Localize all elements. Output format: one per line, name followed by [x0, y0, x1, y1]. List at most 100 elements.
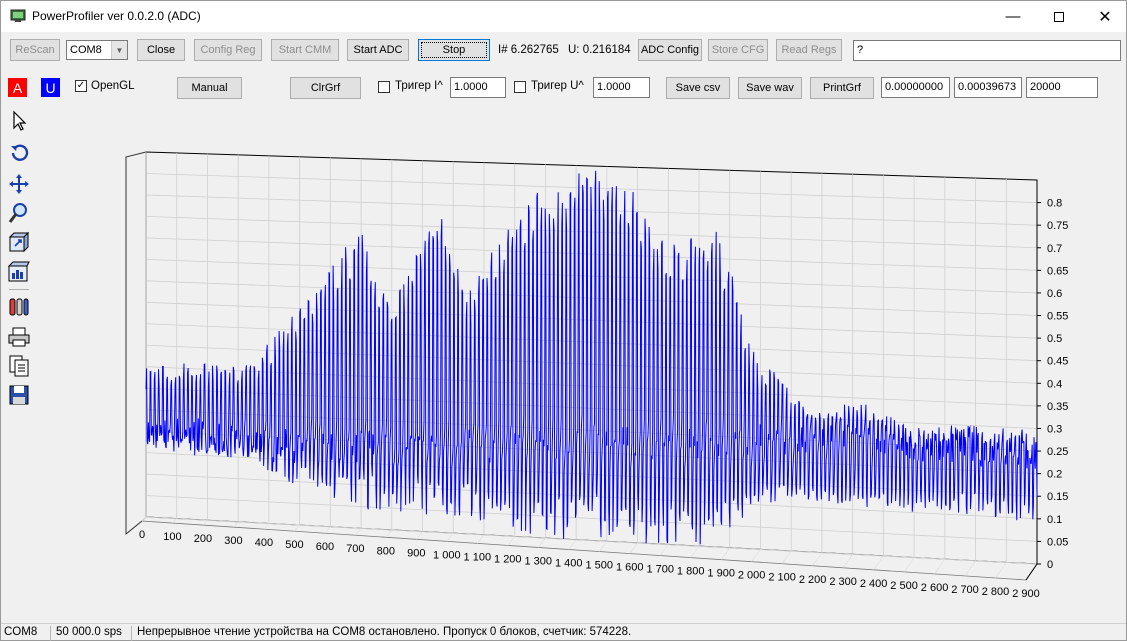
floor-grid-line [568, 539, 577, 550]
start-cmm-button[interactable]: Start CMM [271, 39, 339, 61]
close-port-button[interactable]: Close [137, 39, 185, 61]
manual-button[interactable]: Manual [177, 77, 242, 99]
x-tick-label: 2 400 [860, 578, 888, 590]
rescan-button[interactable]: ReScan [10, 39, 60, 61]
trigger-i-input[interactable]: 1.0000 [450, 77, 506, 98]
x-tick-label: 1 600 [616, 562, 644, 574]
x-tick-label: 900 [407, 547, 425, 559]
pointer-icon[interactable] [7, 109, 31, 133]
close-window-button[interactable]: ✕ [1082, 1, 1127, 32]
grid-line-y [145, 495, 1038, 542]
checkmark-icon: ✓ [76, 80, 86, 91]
floor-grid-line [842, 554, 853, 568]
floor-grid-line [873, 555, 884, 571]
edit-series-icon[interactable] [7, 295, 31, 319]
x-min-input[interactable]: 0.00000000 [881, 77, 950, 98]
trigger-i-checkbox[interactable] [378, 81, 390, 93]
print-icon[interactable] [7, 325, 31, 349]
y-tick-label: 0.55 [1047, 311, 1068, 323]
save-icon[interactable] [7, 383, 31, 407]
x-step-input[interactable]: 0.00039673 [954, 77, 1022, 98]
store-cfg-button[interactable]: Store CFG [708, 39, 768, 61]
start-adc-button[interactable]: Start ADC [347, 39, 409, 61]
grid-line-y [145, 516, 1038, 565]
x-tick-label: 1 200 [494, 553, 522, 565]
floor-grid-line [690, 545, 700, 558]
x-tick-label: 1 900 [707, 568, 735, 580]
y-tick-label: 0.1 [1047, 514, 1062, 526]
toolbar-separator [9, 289, 29, 290]
current-channel-toggle[interactable]: A [8, 78, 27, 97]
x-tick-label: 1 300 [525, 555, 553, 567]
adc-config-button[interactable]: ADC Config [638, 39, 702, 61]
stop-button[interactable]: Stop [418, 39, 490, 61]
y-tick-label: 0.35 [1047, 401, 1068, 413]
port-select[interactable]: COM8 ▼ [66, 40, 128, 60]
save-csv-button[interactable]: Save csv [666, 77, 730, 99]
x-tick-label: 2 800 [982, 586, 1010, 598]
x-tick-label: 200 [194, 533, 212, 545]
clrgrf-button[interactable]: ClrGrf [290, 77, 361, 99]
voltage-readout: U: 0.216184 [568, 44, 631, 56]
minimize-button[interactable]: — [990, 1, 1036, 32]
y-tick-label: 0.05 [1047, 536, 1068, 548]
maximize-icon [1054, 11, 1064, 22]
floor-grid-line [934, 558, 946, 575]
series-line-i [145, 170, 1038, 545]
trigger-u-checkbox[interactable] [514, 81, 526, 93]
trigger-u-label: Тригер U^ [531, 80, 584, 92]
y-tick-label: 0.8 [1047, 198, 1062, 210]
status-rate: 50 000.0 sps [53, 626, 132, 641]
save-wav-button[interactable]: Save wav [738, 77, 802, 99]
y-tick-label: 0 [1047, 559, 1053, 571]
opengl-checkbox[interactable]: ✓ [75, 80, 87, 92]
command-input[interactable]: ? [853, 40, 1121, 61]
x-tick-label: 0 [139, 529, 145, 541]
x-tick-label: 1 100 [464, 551, 492, 563]
floor-grid-line [538, 537, 546, 548]
view3d-icon[interactable] [7, 260, 31, 284]
title-bar: PowerProfiler ver 0.0.2.0 (ADC) — ✕ [1, 1, 1126, 32]
zoom-icon[interactable] [7, 201, 31, 225]
x-tick-label: 100 [163, 531, 181, 543]
move-icon[interactable] [7, 172, 31, 196]
floor-grid-line [141, 516, 147, 522]
chart-left-wall [125, 151, 147, 536]
read-regs-button[interactable]: Read Regs [776, 39, 842, 61]
y-tick-label: 0.25 [1047, 446, 1068, 458]
maximize-button[interactable] [1036, 1, 1082, 32]
config-reg-button[interactable]: Config Reg [194, 39, 262, 61]
x-tick-label: 1 000 [433, 549, 461, 561]
trigger-u-input[interactable]: 1.0000 [593, 77, 650, 98]
y-tick-label: 0.6 [1047, 288, 1062, 300]
print-grf-button[interactable]: PrintGrf [810, 77, 874, 99]
x-tick-label: 700 [346, 543, 364, 555]
depth-icon[interactable] [7, 230, 31, 254]
sample-count-input[interactable]: 20000 [1026, 77, 1098, 98]
x-tick-label: 2 200 [799, 574, 827, 586]
voltage-channel-toggle[interactable]: U [41, 78, 60, 97]
signal-chart[interactable]: 0 0.05 0.1 0.15 0.2 0.25 0.3 0.35 0.4 0.45 0.5 0.55… [33, 105, 1124, 621]
y-axis-base [1025, 563, 1038, 581]
floor-grid-line [995, 562, 1007, 579]
y-tick-label: 0.3 [1047, 423, 1062, 435]
floor-grid-line [659, 544, 669, 556]
floor-grid-line [477, 534, 485, 544]
y-tick-label: 0.4 [1047, 378, 1062, 390]
x-tick-label: 2 600 [921, 582, 949, 594]
floor-grid-line [781, 550, 792, 564]
floor-grid-line [903, 557, 915, 573]
close-icon: ✕ [1098, 8, 1112, 26]
y-tick-label: 0.45 [1047, 356, 1068, 368]
floor-grid-line [355, 528, 362, 536]
rotate-icon[interactable] [7, 141, 31, 165]
x-tick-label: 2 000 [738, 570, 766, 582]
floor-grid-line [172, 518, 177, 524]
copy-icon[interactable] [7, 354, 31, 378]
floor-grid-line [202, 520, 208, 526]
x-tick-label: 2 300 [829, 576, 857, 588]
app-icon [10, 9, 26, 22]
chevron-down-icon[interactable]: ▼ [111, 41, 127, 59]
status-port: COM8 [1, 626, 51, 641]
